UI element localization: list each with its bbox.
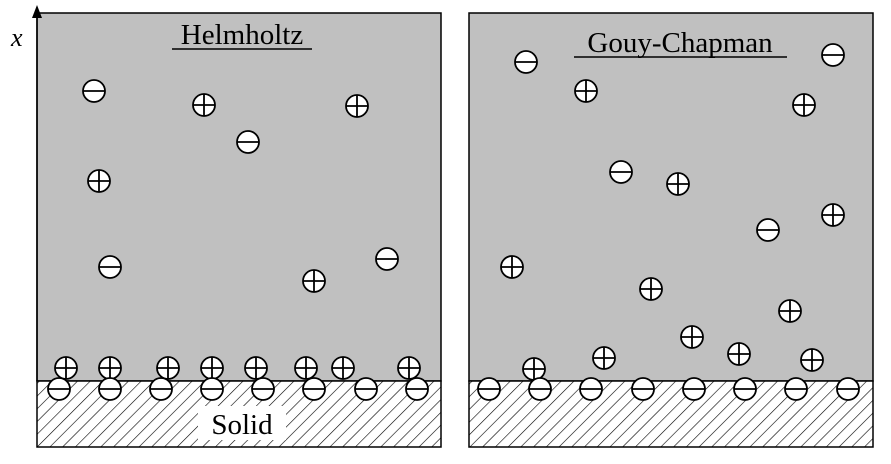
surface-anion-icon <box>631 377 655 401</box>
gouy-chapman-panel: Gouy-Chapman <box>468 12 874 448</box>
cation-icon <box>54 356 78 380</box>
anion-icon <box>236 130 260 154</box>
surface-anion-icon <box>784 377 808 401</box>
cation-icon <box>98 356 122 380</box>
cation-icon <box>244 356 268 380</box>
helmholtz-ions <box>47 79 429 401</box>
anion-icon <box>609 160 633 184</box>
surface-anion-icon <box>251 377 275 401</box>
cation-icon <box>592 346 616 370</box>
cation-icon <box>666 172 690 196</box>
helmholtz-solution-region <box>36 12 442 382</box>
anion-icon <box>821 43 845 67</box>
anion-icon <box>82 79 106 103</box>
cation-icon <box>345 94 369 118</box>
cation-icon <box>294 356 318 380</box>
cation-icon <box>500 255 524 279</box>
cation-icon <box>397 356 421 380</box>
solid-label-backdrop <box>198 406 286 440</box>
cation-icon <box>87 169 111 193</box>
helmholtz-panel: Helmholtz Solid <box>36 12 442 448</box>
x-axis-label: x <box>10 23 23 52</box>
cation-icon <box>727 342 751 366</box>
cation-icon <box>800 348 824 372</box>
surface-anion-icon <box>200 377 224 401</box>
cation-icon <box>302 269 326 293</box>
surface-anion-icon <box>149 377 173 401</box>
anion-icon <box>514 50 538 74</box>
surface-anion-icon <box>302 377 326 401</box>
cation-icon <box>639 277 663 301</box>
surface-anion-icon <box>528 377 552 401</box>
x-axis: x <box>10 5 42 381</box>
cation-icon <box>192 93 216 117</box>
anion-icon <box>98 255 122 279</box>
cation-icon <box>821 203 845 227</box>
cation-icon <box>792 93 816 117</box>
surface-anion-icon <box>405 377 429 401</box>
gouy-chapman-ions <box>477 43 860 401</box>
cation-icon <box>574 79 598 103</box>
surface-anion-icon <box>47 377 71 401</box>
surface-anion-icon <box>836 377 860 401</box>
surface-anion-icon <box>579 377 603 401</box>
surface-anion-icon <box>98 377 122 401</box>
helmholtz-title: Helmholtz <box>181 19 304 51</box>
x-axis-arrowhead-icon <box>32 5 42 18</box>
cation-icon <box>522 357 546 381</box>
cation-icon <box>200 356 224 380</box>
gouy-chapman-title: Gouy-Chapman <box>587 27 773 59</box>
cation-icon <box>778 299 802 323</box>
cation-icon <box>331 356 355 380</box>
surface-anion-icon <box>733 377 757 401</box>
anion-icon <box>375 247 399 271</box>
surface-anion-icon <box>682 377 706 401</box>
gouy-chapman-solution-region <box>468 12 874 382</box>
cation-icon <box>680 325 704 349</box>
anion-icon <box>756 218 780 242</box>
cation-icon <box>156 356 180 380</box>
surface-anion-icon <box>477 377 501 401</box>
surface-anion-icon <box>354 377 378 401</box>
solid-label: Solid <box>211 409 273 441</box>
